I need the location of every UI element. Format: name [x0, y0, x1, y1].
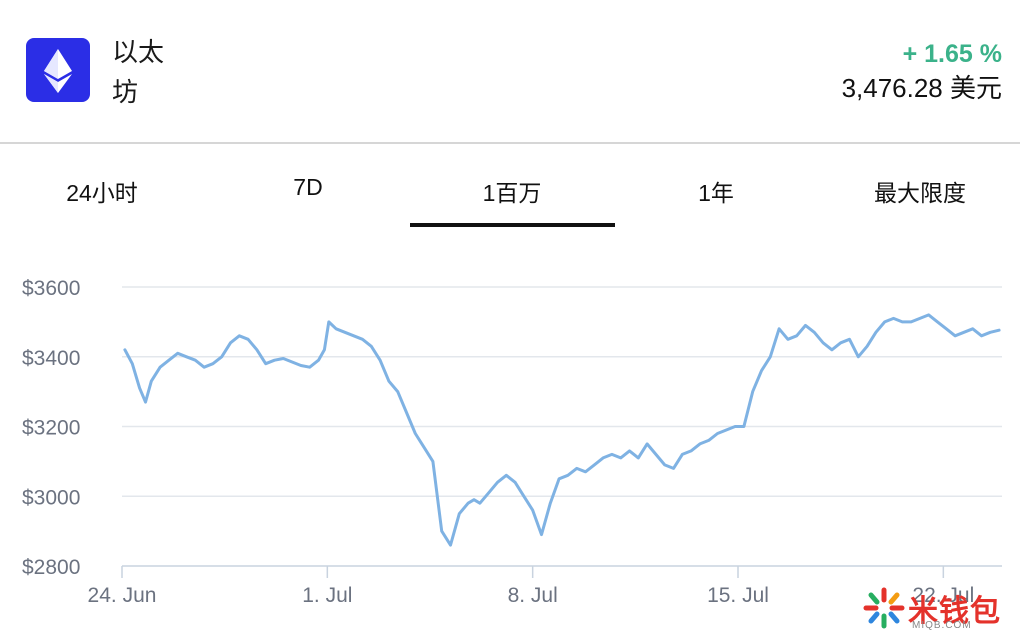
x-tick-label: 8. Jul	[508, 584, 558, 607]
header-divider	[0, 142, 1020, 144]
coin-header: 以太 坊 + 1.65 % 3,476.28 美元	[0, 0, 1020, 142]
current-price: 3,476.28 美元	[841, 73, 1002, 103]
time-range-tabs: 24小时 7D 1百万 1年 最大限度	[0, 144, 1020, 230]
watermark-url: MIQB.COM	[912, 620, 972, 631]
tab-7d[interactable]: 7D	[293, 174, 323, 200]
tab-max[interactable]: 最大限度	[874, 180, 966, 206]
coin-name: 以太 坊	[112, 37, 165, 107]
starburst-logo-icon	[863, 587, 905, 629]
y-tick-label: $3400	[22, 347, 80, 370]
price-change-percent: + 1.65 %	[902, 40, 1002, 68]
tab-24h[interactable]: 24小时	[66, 180, 138, 206]
ethereum-logo	[26, 38, 90, 102]
tab-1m[interactable]: 1百万	[482, 180, 542, 206]
y-tick-label: $3200	[22, 417, 80, 440]
x-tick-label: 24. Jun	[88, 584, 157, 607]
x-tick-label: 1. Jul	[302, 584, 352, 607]
ethereum-diamond-icon	[44, 49, 72, 93]
watermark: 米钱包 MIQB.COM	[862, 586, 1012, 632]
x-tick-label: 15. Jul	[707, 584, 769, 607]
price-line-chart[interactable]: $2800 $3000 $3200 $3400 $3600 24. Jun 1. Jul 8.…	[0, 240, 1020, 620]
y-tick-label: $3000	[22, 486, 80, 509]
watermark-text: 米钱包	[908, 595, 1001, 628]
tab-1y[interactable]: 1年	[698, 180, 734, 206]
y-tick-label: $2800	[22, 556, 80, 579]
price-series-line	[123, 313, 1001, 547]
y-tick-label: $3600	[22, 277, 80, 300]
active-tab-underline	[410, 223, 615, 227]
x-tick-label: 22. Jul	[912, 584, 974, 607]
